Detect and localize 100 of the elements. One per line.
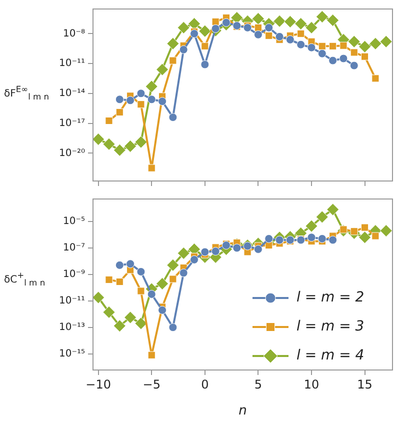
point: [350, 48, 358, 56]
point: [243, 23, 252, 32]
point: [126, 96, 135, 105]
point: [307, 43, 316, 52]
point: [105, 116, 113, 125]
point: [190, 29, 199, 38]
point: [264, 234, 274, 243]
point: [348, 35, 360, 48]
point: [116, 278, 124, 286]
point: [264, 23, 274, 32]
point: [243, 242, 252, 250]
point: [380, 224, 392, 237]
x-tick-label: 15: [357, 377, 372, 392]
y-tick-label: 10⁻¹⁵: [58, 348, 85, 360]
point: [340, 42, 348, 50]
point: [158, 306, 167, 314]
point: [275, 32, 284, 41]
y-tick-label: 10⁻¹¹: [58, 295, 85, 306]
point: [372, 74, 380, 82]
point: [198, 24, 212, 38]
y-tick-label: 10⁻⁵: [62, 216, 85, 228]
x-tick-label: 0: [201, 377, 209, 392]
point: [318, 234, 326, 243]
legend-label: l = m = 3: [296, 318, 364, 335]
x-tick-label: 5: [254, 377, 262, 392]
point: [145, 80, 158, 93]
point: [328, 236, 338, 244]
y-tick-label: 10⁻¹⁷: [58, 118, 85, 129]
point: [124, 311, 137, 324]
point: [286, 35, 294, 44]
point: [326, 14, 340, 27]
point: [147, 95, 156, 104]
point: [179, 45, 188, 54]
x-tick-label: −5: [142, 377, 160, 392]
point: [254, 24, 262, 32]
point: [211, 247, 220, 256]
point: [307, 233, 316, 242]
point: [296, 40, 306, 49]
point: [305, 21, 318, 34]
point: [179, 268, 188, 278]
point: [126, 260, 135, 268]
point: [115, 260, 124, 270]
point: [200, 60, 210, 69]
point: [169, 56, 177, 64]
point: [326, 203, 340, 216]
y-tick-label: 10⁻⁸: [62, 28, 85, 40]
point: [137, 287, 145, 295]
point: [358, 40, 372, 53]
point: [380, 35, 392, 48]
point: [93, 132, 105, 146]
legend-label: l = m = 2: [296, 290, 364, 306]
point: [169, 275, 177, 283]
x-axis-title: n: [238, 404, 247, 419]
point: [148, 164, 156, 172]
point: [147, 290, 156, 298]
point: [297, 30, 305, 38]
point: [177, 246, 190, 260]
x-tick-label: −10: [86, 377, 111, 392]
point: [113, 320, 126, 332]
point: [252, 12, 264, 25]
point: [113, 144, 126, 156]
point: [156, 277, 169, 290]
point: [136, 89, 146, 98]
point: [329, 42, 337, 50]
y-tick-label: 10⁻¹¹: [58, 58, 85, 70]
point: [156, 63, 169, 76]
point: [211, 24, 220, 33]
point: [339, 54, 348, 63]
y-tick-label: 10⁻¹³: [58, 322, 85, 333]
point: [166, 258, 180, 272]
point: [361, 52, 369, 60]
point: [177, 21, 190, 34]
point: [294, 17, 308, 30]
point: [168, 113, 178, 122]
point: [254, 30, 262, 39]
point: [369, 37, 382, 50]
point: [350, 61, 358, 70]
point: [305, 220, 318, 232]
point: [372, 232, 380, 240]
point: [201, 42, 209, 50]
point: [148, 351, 156, 359]
point: [190, 255, 199, 264]
point: [124, 140, 137, 152]
x-tick-label: 10: [304, 377, 320, 392]
point: [158, 97, 167, 106]
point: [254, 244, 262, 254]
point: [168, 323, 178, 332]
point: [188, 17, 201, 30]
point: [358, 231, 372, 244]
point: [212, 18, 220, 26]
point: [93, 291, 105, 304]
point: [166, 37, 180, 50]
point: [361, 224, 369, 232]
point: [318, 42, 326, 50]
point: [222, 18, 230, 27]
point: [136, 267, 146, 276]
point: [102, 306, 116, 318]
point: [200, 248, 210, 256]
point: [115, 95, 124, 104]
point: [275, 236, 284, 244]
